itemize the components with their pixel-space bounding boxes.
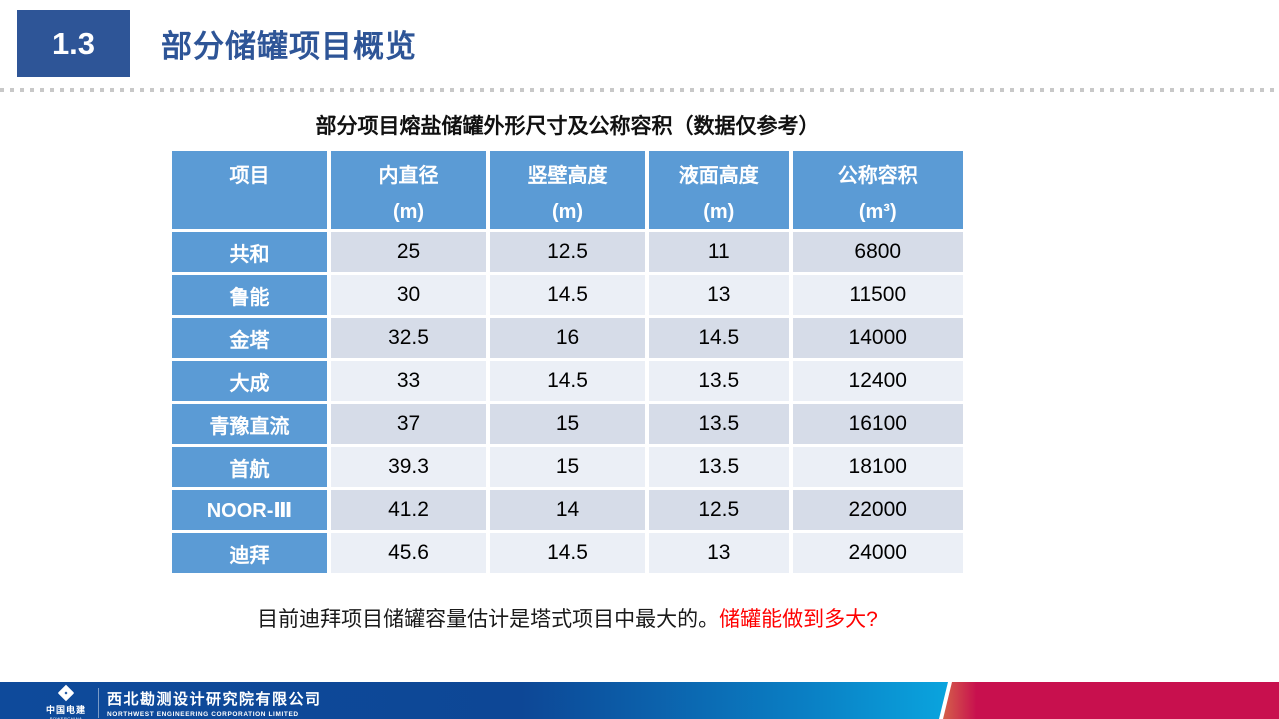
row-name: 大成	[172, 361, 327, 401]
page-title: 部分储罐项目概览	[161, 29, 417, 64]
cell: 14000	[792, 318, 963, 358]
footer-bar: 中国电建 POWERCHINA 西北勘测设计研究院有限公司 NORTHWEST …	[0, 682, 1279, 719]
note: 目前迪拜项目储罐容量估计是塔式项目中最大的。储罐能做到多大?	[140, 603, 995, 633]
company-name-cn: 西北勘测设计研究院有限公司	[107, 690, 322, 708]
dotted-divider	[0, 88, 1279, 92]
col-header-inner-diameter: 内直径 (m)	[331, 151, 486, 229]
cell: 16	[490, 318, 645, 358]
table-row: 鲁能 30 14.5 13 11500	[172, 275, 963, 315]
cell: 13	[649, 533, 789, 573]
row-name: 迪拜	[172, 533, 327, 573]
cell: 14.5	[490, 361, 645, 401]
col-header-nominal-capacity: 公称容积 (m³)	[792, 151, 963, 229]
row-name: 共和	[172, 232, 327, 272]
col-header-unit: (m)	[392, 201, 425, 223]
col-header-label: 竖壁高度	[527, 165, 608, 187]
cell: 18100	[792, 447, 963, 487]
cell: 13.5	[649, 404, 789, 444]
cell: 12.5	[490, 232, 645, 272]
section-number: 1.3	[51, 25, 96, 61]
col-header-wall-height: 竖壁高度 (m)	[490, 151, 645, 229]
cell: 13	[649, 275, 789, 315]
cell: 11	[649, 232, 789, 272]
cell: 14.5	[490, 275, 645, 315]
row-name: 金塔	[172, 318, 327, 358]
table-row: 金塔 32.5 16 14.5 14000	[172, 318, 963, 358]
cell: 37	[331, 404, 486, 444]
col-header-unit	[172, 200, 327, 224]
row-name: 鲁能	[172, 275, 327, 315]
row-name: NOOR-Ⅲ	[172, 490, 327, 530]
powerchina-logo: 中国电建 POWERCHINA	[44, 684, 88, 719]
cell: 32.5	[331, 318, 486, 358]
table-row: 迪拜 45.6 14.5 13 24000	[172, 533, 963, 573]
company-name-block: 西北勘测设计研究院有限公司 NORTHWEST ENGINEERING CORP…	[98, 687, 322, 718]
col-header-label: 项目	[229, 165, 270, 187]
logo-en-text: POWERCHINA	[49, 716, 83, 719]
col-header-label: 公称容积	[837, 165, 918, 187]
row-name: 青豫直流	[172, 404, 327, 444]
table-row: 大成 33 14.5 13.5 12400	[172, 361, 963, 401]
tank-projects-table: 项目 内直径 (m) 竖壁高度 (m)	[168, 148, 967, 576]
col-header-unit: (m)	[551, 201, 584, 223]
note-text: 目前迪拜项目储罐容量估计是塔式项目中最大的。	[257, 608, 720, 631]
cell: 12400	[792, 361, 963, 401]
cell: 14.5	[490, 533, 645, 573]
cell: 41.2	[331, 490, 486, 530]
table-header-row: 项目 内直径 (m) 竖壁高度 (m)	[172, 151, 963, 229]
footer-blue-band	[0, 682, 948, 719]
table-row: NOOR-Ⅲ 41.2 14 12.5 22000	[172, 490, 963, 530]
cell: 12.5	[649, 490, 789, 530]
col-header-unit: (m)	[703, 201, 735, 223]
cell: 14.5	[649, 318, 789, 358]
cell: 11500	[792, 275, 963, 315]
powerchina-diamond-icon	[57, 684, 75, 702]
col-header-label: 内直径	[378, 165, 439, 187]
table-row: 青豫直流 37 15 13.5 16100	[172, 404, 963, 444]
logo-cn-text: 中国电建	[45, 705, 86, 715]
cell: 24000	[792, 533, 963, 573]
footer-logo-group: 中国电建 POWERCHINA 西北勘测设计研究院有限公司 NORTHWEST …	[44, 684, 322, 719]
cell: 39.3	[331, 447, 486, 487]
cell: 13.5	[649, 447, 789, 487]
note-highlight: 储罐能做到多大?	[719, 608, 878, 631]
cell: 15	[490, 404, 645, 444]
table-row: 共和 25 12.5 11 6800	[172, 232, 963, 272]
col-header-project: 项目	[172, 151, 327, 229]
footer-red-band	[943, 682, 1279, 719]
cell: 33	[331, 361, 486, 401]
cell: 30	[331, 275, 486, 315]
cell: 25	[331, 232, 486, 272]
table-caption: 部分项目熔盐储罐外形尺寸及公称容积（数据仅参考）	[315, 115, 820, 138]
col-header-liquid-height: 液面高度 (m)	[649, 151, 789, 229]
cell: 6800	[792, 232, 963, 272]
company-name-en: NORTHWEST ENGINEERING CORPORATION LIMITE…	[107, 710, 299, 718]
col-header-unit: (m³)	[858, 201, 897, 223]
cell: 16100	[792, 404, 963, 444]
row-name: 首航	[172, 447, 327, 487]
cell: 22000	[792, 490, 963, 530]
cell: 13.5	[649, 361, 789, 401]
table-row: 首航 39.3 15 13.5 18100	[172, 447, 963, 487]
section-number-box: 1.3	[17, 10, 130, 77]
cell: 45.6	[331, 533, 486, 573]
col-header-label: 液面高度	[678, 165, 759, 187]
cell: 15	[490, 447, 645, 487]
cell: 14	[490, 490, 645, 530]
